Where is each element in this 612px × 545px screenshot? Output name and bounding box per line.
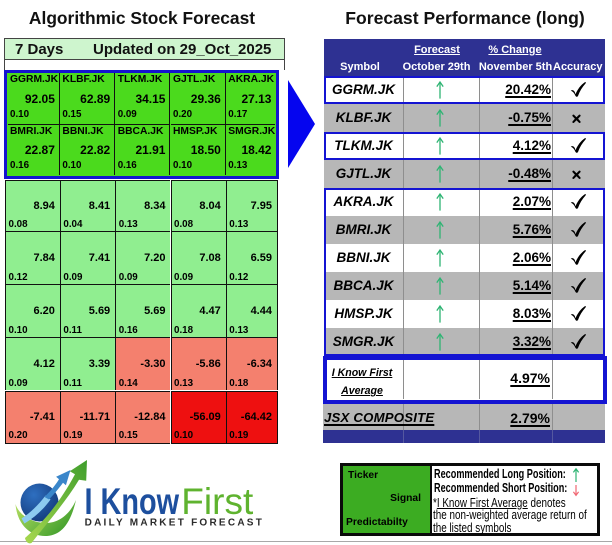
svg-text:DAILY MARKET FORECAST: DAILY MARKET FORECAST [85, 518, 264, 529]
svg-text:First: First [181, 481, 254, 522]
svg-text:I Know: I Know [84, 482, 179, 523]
